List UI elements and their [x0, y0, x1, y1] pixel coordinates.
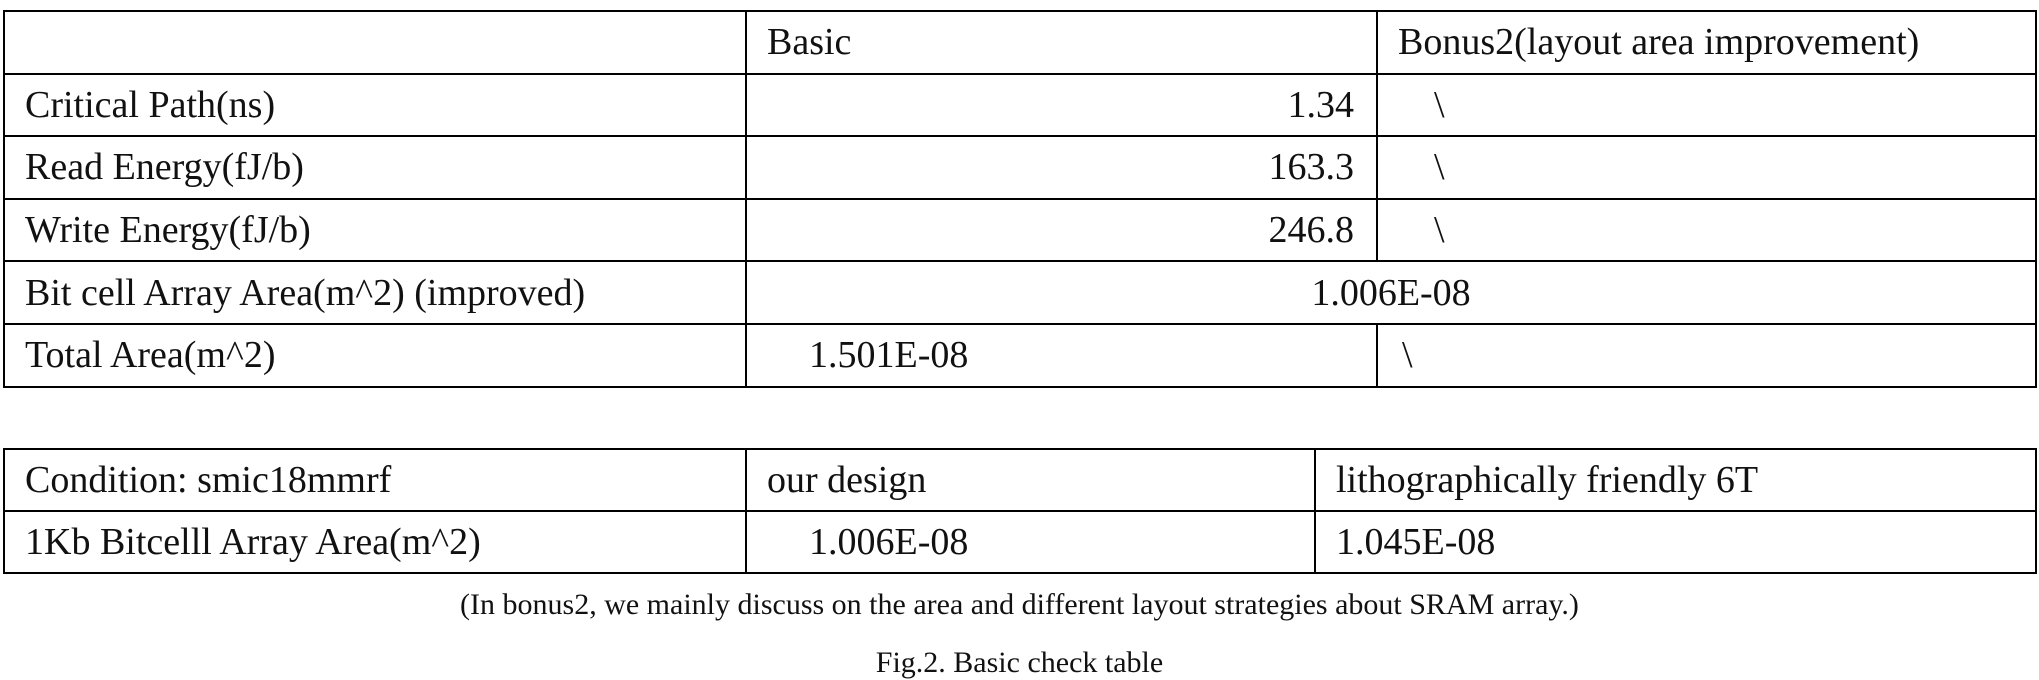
table-header-row: Basic Bonus2(layout area improvement) [3, 10, 2037, 75]
litho-6t-value: 1.045E-08 [1314, 510, 2037, 574]
header-cell-our-design: our design [745, 448, 1316, 512]
figure-caption: Fig.2. Basic check table [875, 646, 1164, 679]
row-label: Read Energy(fJ/b) [3, 135, 747, 200]
row-label: Write Energy(fJ/b) [3, 197, 747, 263]
performance-table: Basic Bonus2(layout area improvement) Cr… [3, 10, 2037, 388]
merged-value: 1.006E-08 [745, 260, 2037, 325]
basic-value: 1.34 [745, 72, 1378, 138]
table-row: Read Energy(fJ/b) 163.3 \ [3, 135, 2037, 200]
table-row: 1Kb Bitcelll Array Area(m^2) 1.006E-08 1… [3, 510, 2037, 574]
row-label: Total Area(m^2) [3, 322, 747, 388]
basic-value: 163.3 [745, 135, 1378, 200]
basic-value: 1.501E-08 [745, 322, 1378, 388]
row-label: Critical Path(ns) [3, 72, 747, 138]
bonus2-value: \ [1376, 135, 2037, 200]
header-cell-litho-6t: lithographically friendly 6T [1314, 448, 2037, 512]
bonus2-value: \ [1376, 322, 2037, 388]
area-comparison-table: Condition: smic18mmrf our design lithogr… [3, 448, 2037, 574]
table-row: Total Area(m^2) 1.501E-08 \ [3, 322, 2037, 388]
bonus2-value: \ [1376, 72, 2037, 138]
header-cell-empty [3, 10, 747, 75]
row-label: 1Kb Bitcelll Array Area(m^2) [3, 510, 747, 574]
our-design-value: 1.006E-08 [745, 510, 1316, 574]
basic-value: 246.8 [745, 197, 1378, 263]
table-row: Bit cell Array Area(m^2) (improved) 1.00… [3, 260, 2037, 325]
header-cell-condition: Condition: smic18mmrf [3, 448, 747, 512]
table-note: (In bonus2, we mainly discuss on the are… [460, 588, 1579, 621]
table-header-row: Condition: smic18mmrf our design lithogr… [3, 448, 2037, 512]
header-cell-bonus2: Bonus2(layout area improvement) [1376, 10, 2037, 75]
table-row: Write Energy(fJ/b) 246.8 \ [3, 197, 2037, 263]
header-cell-basic: Basic [745, 10, 1378, 75]
bonus2-value: \ [1376, 197, 2037, 263]
row-label: Bit cell Array Area(m^2) (improved) [3, 260, 747, 325]
table-row: Critical Path(ns) 1.34 \ [3, 72, 2037, 138]
